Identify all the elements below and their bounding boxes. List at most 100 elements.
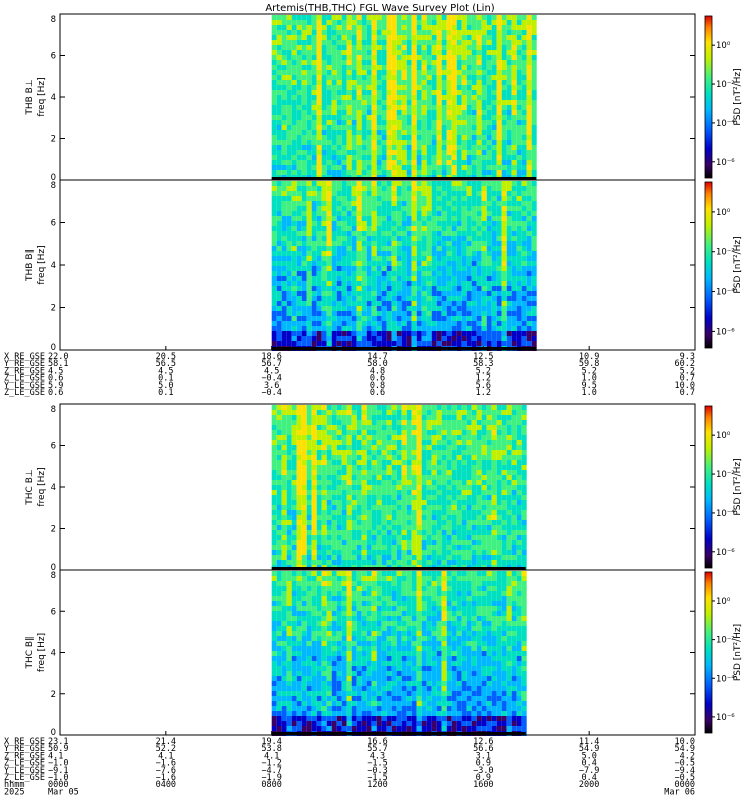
heatmap-cell bbox=[341, 341, 347, 346]
heatmap-cell bbox=[456, 515, 462, 520]
heatmap-cell bbox=[361, 236, 367, 241]
heatmap-cell bbox=[466, 236, 472, 241]
heatmap-cell bbox=[361, 246, 367, 251]
heatmap-cell bbox=[461, 296, 467, 301]
heatmap-cell bbox=[441, 470, 447, 475]
heatmap-cell bbox=[381, 291, 387, 296]
heatmap-cell bbox=[356, 75, 362, 80]
heatmap-cell bbox=[496, 316, 502, 321]
heatmap-cell bbox=[371, 336, 377, 341]
heatmap-cell bbox=[361, 130, 367, 135]
heatmap-cell bbox=[516, 65, 522, 70]
heatmap-cell bbox=[281, 170, 287, 175]
heatmap-cell bbox=[281, 470, 287, 475]
heatmap-cell bbox=[386, 201, 392, 206]
heatmap-cell bbox=[331, 45, 337, 50]
heatmap-cell bbox=[386, 196, 392, 201]
heatmap-cell bbox=[371, 251, 377, 256]
heatmap-cell bbox=[316, 150, 322, 155]
heatmap-cell bbox=[471, 480, 477, 485]
heatmap-cell bbox=[276, 520, 282, 525]
heatmap-cell bbox=[416, 435, 422, 440]
heatmap-cell bbox=[336, 291, 342, 296]
heatmap-cell bbox=[521, 261, 527, 266]
heatmap-cell bbox=[306, 65, 312, 70]
heatmap-cell bbox=[281, 95, 287, 100]
heatmap-cell bbox=[331, 420, 337, 425]
heatmap-cell bbox=[466, 415, 472, 420]
heatmap-cell bbox=[296, 311, 302, 316]
heatmap-cell bbox=[416, 216, 422, 221]
heatmap-cell bbox=[491, 70, 497, 75]
heatmap-cell bbox=[386, 186, 392, 191]
heatmap-cell bbox=[411, 231, 417, 236]
heatmap-cell bbox=[301, 515, 307, 520]
heatmap-cell bbox=[421, 170, 427, 175]
heatmap-cell bbox=[316, 410, 322, 415]
heatmap-cell bbox=[396, 35, 402, 40]
heatmap-cell bbox=[421, 100, 427, 105]
heatmap-cell bbox=[446, 306, 452, 311]
heatmap-cell bbox=[301, 155, 307, 160]
heatmap-cell bbox=[496, 281, 502, 286]
heatmap-cell bbox=[346, 60, 352, 65]
heatmap-cell bbox=[286, 316, 292, 321]
heatmap-cell bbox=[351, 90, 357, 95]
heatmap-cell bbox=[496, 231, 502, 236]
heatmap-cell bbox=[321, 445, 327, 450]
heatmap-cell bbox=[311, 140, 317, 145]
heatmap-cell bbox=[411, 170, 417, 175]
heatmap-cell bbox=[486, 110, 492, 115]
heatmap-cell bbox=[501, 281, 507, 286]
heatmap-cell bbox=[311, 65, 317, 70]
heatmap-cell bbox=[446, 331, 452, 336]
heatmap-cell bbox=[476, 90, 482, 95]
heatmap-cell bbox=[281, 181, 287, 186]
heatmap-cell bbox=[431, 550, 437, 555]
heatmap-cell bbox=[286, 135, 292, 140]
heatmap-cell bbox=[441, 296, 447, 301]
heatmap-cell bbox=[361, 311, 367, 316]
heatmap-cell bbox=[511, 35, 517, 40]
heatmap-cell bbox=[416, 160, 422, 165]
heatmap-cell bbox=[341, 196, 347, 201]
heatmap-cell bbox=[281, 505, 287, 510]
heatmap-cell bbox=[436, 550, 442, 555]
heatmap-cell bbox=[301, 80, 307, 85]
heatmap-cell bbox=[316, 460, 322, 465]
heatmap-cell bbox=[326, 301, 332, 306]
heatmap-cell bbox=[271, 410, 277, 415]
heatmap-cell bbox=[481, 341, 487, 346]
heatmap-cell bbox=[376, 15, 382, 20]
heatmap-cell bbox=[321, 206, 327, 211]
heatmap-cell bbox=[296, 135, 302, 140]
heatmap-cell bbox=[416, 440, 422, 445]
heatmap-cell bbox=[446, 271, 452, 276]
heatmap-cell bbox=[471, 170, 477, 175]
zero-freq-line bbox=[271, 347, 537, 350]
heatmap-cell bbox=[281, 311, 287, 316]
heatmap-cell bbox=[491, 276, 497, 281]
heatmap-cell bbox=[281, 45, 287, 50]
heatmap-cell bbox=[341, 540, 347, 545]
heatmap-cell bbox=[416, 211, 422, 216]
heatmap-cell bbox=[391, 105, 397, 110]
heatmap-cell bbox=[311, 405, 317, 410]
heatmap-cell bbox=[531, 306, 537, 311]
heatmap-cell bbox=[336, 490, 342, 495]
heatmap-cell bbox=[281, 475, 287, 480]
heatmap-cell bbox=[326, 510, 332, 515]
heatmap-cell bbox=[376, 206, 382, 211]
heatmap-cell bbox=[441, 301, 447, 306]
heatmap-cell bbox=[416, 186, 422, 191]
heatmap-cell bbox=[421, 425, 427, 430]
heatmap-cell bbox=[346, 241, 352, 246]
heatmap-cell bbox=[281, 560, 287, 565]
heatmap-cell bbox=[426, 485, 432, 490]
heatmap-cell bbox=[301, 30, 307, 35]
heatmap-cell bbox=[336, 115, 342, 120]
heatmap-cell bbox=[471, 35, 477, 40]
heatmap-cell bbox=[271, 435, 277, 440]
heatmap-cell bbox=[411, 55, 417, 60]
heatmap-cell bbox=[481, 296, 487, 301]
